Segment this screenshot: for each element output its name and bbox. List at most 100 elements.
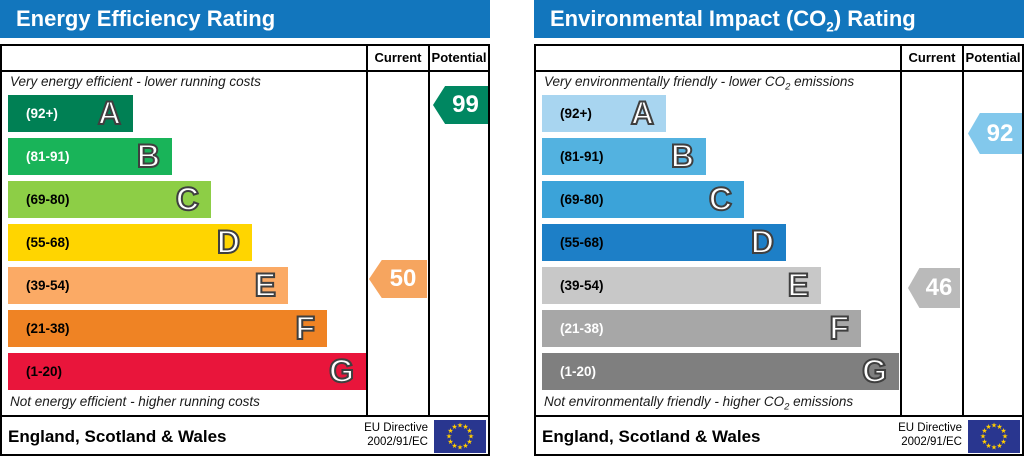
band-range: (1-20) <box>560 364 597 379</box>
top-note: Very environmentally friendly - lower CO… <box>544 74 854 93</box>
eu-star-icon: ★ <box>466 438 473 446</box>
eu-directive-line2: 2002/91/EC <box>367 436 428 448</box>
eu-star-icon: ★ <box>1000 438 1007 446</box>
eu-star-icon: ★ <box>462 423 469 431</box>
potential-rating-arrow: 99 <box>433 86 488 124</box>
band-f: (21-38) F <box>8 309 327 347</box>
band-d: (55-68) D <box>8 223 252 261</box>
band-range: (81-91) <box>26 149 70 164</box>
band-letter: D <box>750 223 775 261</box>
eu-directive-line1: EU Directive <box>364 422 428 434</box>
band-letter: F <box>294 309 316 347</box>
bottom-note-text: emissions <box>789 394 854 409</box>
band-range: (92+) <box>560 106 592 121</box>
band-letter: E <box>787 266 810 304</box>
band-a: (92+) A <box>8 94 133 132</box>
panel-title-text: ) Rating <box>833 6 916 31</box>
current-rating-arrow: 46 <box>908 268 960 308</box>
eu-flag-icon: ★ ★ ★ ★ ★ ★ ★ ★ ★ ★ ★ ★ <box>968 420 1020 453</box>
eu-star-icon: ★ <box>1000 427 1007 435</box>
eu-star-icon: ★ <box>447 438 454 446</box>
eu-star-icon: ★ <box>456 444 464 451</box>
band-letter: A <box>97 94 122 132</box>
current-rating-value: 50 <box>389 265 417 292</box>
potential-column-header: Potential <box>965 50 1021 65</box>
eu-star-icon: ★ <box>466 427 473 435</box>
band-letter: B <box>136 137 161 175</box>
environmental-impact-panel: Environmental Impact (CO2) Rating Curren… <box>534 0 1024 460</box>
eu-star-icon: ★ <box>1001 433 1009 440</box>
potential-rating-value: 92 <box>986 120 1014 147</box>
eu-star-icon: ★ <box>981 427 988 435</box>
top-note-text: emissions <box>790 74 855 89</box>
eu-directive-line2: 2002/91/EC <box>901 436 962 448</box>
panel-title-text: Environmental Impact (CO <box>550 6 827 31</box>
band-g: (1-20) G <box>8 352 366 390</box>
eu-star-icon: ★ <box>985 423 992 431</box>
band-range: (81-91) <box>560 149 604 164</box>
current-rating-arrow: 50 <box>369 260 427 298</box>
band-letter: C <box>708 180 733 218</box>
eu-star-icon: ★ <box>451 423 458 431</box>
band-letter: D <box>216 223 241 261</box>
eu-star-icon: ★ <box>981 438 988 446</box>
subscript-2: 2 <box>784 401 790 413</box>
eu-star-icon: ★ <box>456 422 464 429</box>
band-letter: E <box>254 266 277 304</box>
band-letter: B <box>670 137 695 175</box>
band-range: (92+) <box>26 106 58 121</box>
band-range: (21-38) <box>26 321 70 336</box>
eu-star-icon: ★ <box>996 442 1003 450</box>
band-range: (39-54) <box>26 278 70 293</box>
eu-star-icon: ★ <box>979 433 987 440</box>
top-note: Very energy efficient - lower running co… <box>10 74 261 89</box>
band-c: (69-80) C <box>8 180 211 218</box>
eu-star-icon: ★ <box>996 423 1003 431</box>
panel-title: Energy Efficiency Rating <box>0 0 490 38</box>
band-c: (69-80) C <box>542 180 744 218</box>
eu-star-icon: ★ <box>445 433 453 440</box>
top-note-text: Very environmentally friendly - lower CO <box>544 74 786 89</box>
band-f: (21-38) F <box>542 309 861 347</box>
potential-rating-value: 99 <box>452 91 479 118</box>
bottom-note-text: Not environmentally friendly - higher CO <box>544 394 785 409</box>
band-letter: C <box>175 180 200 218</box>
eu-star-icon: ★ <box>462 442 469 450</box>
potential-rating-arrow: 92 <box>968 113 1022 154</box>
band-range: (55-68) <box>560 235 604 250</box>
eu-star-icon: ★ <box>467 433 475 440</box>
footer-separator <box>2 415 488 417</box>
band-letter: F <box>828 309 850 347</box>
band-letter: G <box>861 352 888 390</box>
band-letter: G <box>328 352 355 390</box>
region-label: England, Scotland & Wales <box>542 427 761 446</box>
footer-separator <box>536 415 1022 417</box>
potential-column-header: Potential <box>431 50 487 65</box>
bottom-note: Not energy efficient - higher running co… <box>10 394 260 409</box>
band-d: (55-68) D <box>542 223 786 261</box>
band-range: (55-68) <box>26 235 70 250</box>
current-column-header: Current <box>374 50 422 65</box>
band-range: (39-54) <box>560 278 604 293</box>
eu-star-icon: ★ <box>990 444 998 451</box>
eu-directive-line1: EU Directive <box>898 422 962 434</box>
bottom-note: Not environmentally friendly - higher CO… <box>544 394 853 413</box>
header-separator <box>536 70 1022 72</box>
current-column-header: Current <box>908 50 956 65</box>
subscript-2: 2 <box>785 81 791 93</box>
current-rating-value: 46 <box>925 274 953 301</box>
current-column-divider <box>366 44 368 417</box>
band-letter: A <box>630 94 655 132</box>
band-range: (1-20) <box>26 364 63 379</box>
band-range: (69-80) <box>26 192 70 207</box>
energy-efficiency-panel: Energy Efficiency Rating Current Potenti… <box>0 0 490 460</box>
eu-star-icon: ★ <box>985 442 992 450</box>
band-g: (1-20) G <box>542 352 899 390</box>
potential-column-divider <box>428 44 430 417</box>
panel-title: Environmental Impact (CO2) Rating <box>534 0 1024 38</box>
band-a: (92+) A <box>542 94 666 132</box>
band-range: (69-80) <box>560 192 604 207</box>
subscript-2: 2 <box>826 19 834 35</box>
potential-column-divider <box>962 44 964 417</box>
region-label: England, Scotland & Wales <box>8 427 227 446</box>
